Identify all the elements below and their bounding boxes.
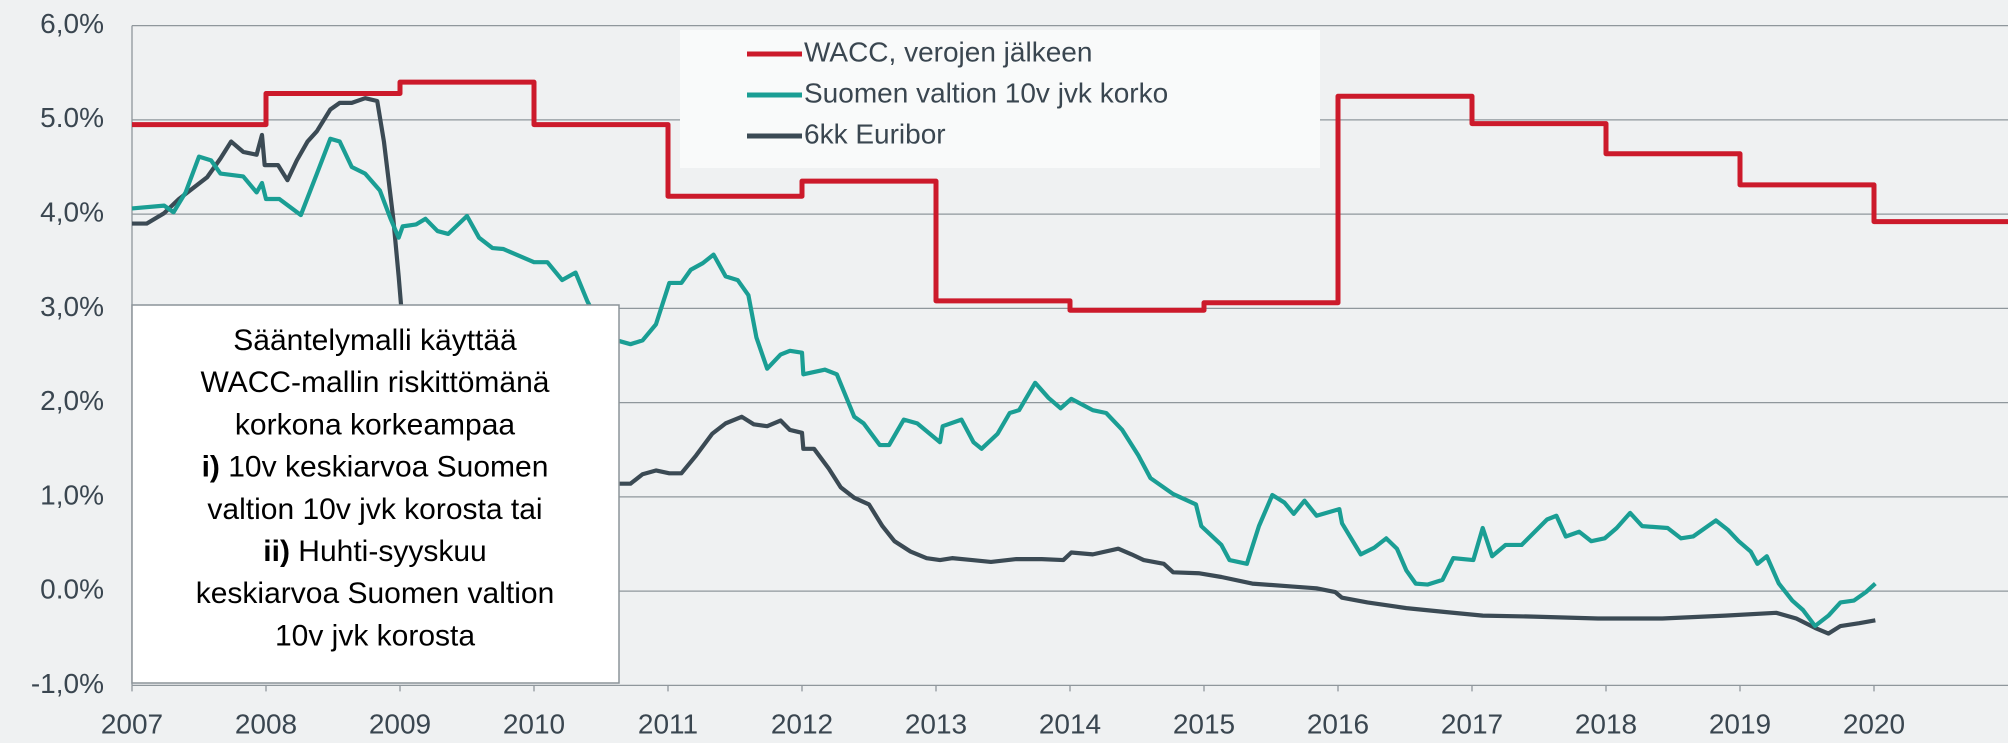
x-tick-label: 2017 [1441, 708, 1503, 739]
legend-label: Suomen valtion 10v jvk korko [804, 77, 1168, 108]
annotation-line: valtion 10v jvk korosta tai [207, 493, 542, 526]
annotation-text: i) [202, 451, 220, 484]
annotation-text: valtion 10v jvk korosta tai [207, 493, 542, 526]
annotation-text: ii) [263, 535, 290, 568]
lines [131, 79, 2008, 636]
x-tick-label: 2010 [503, 708, 565, 739]
legend: WACC, verojen jälkeen Suomen valtion 10v … [747, 36, 1168, 149]
y-tick-label: 1,0% [40, 479, 104, 510]
y-tick-label: 0.0% [40, 574, 104, 605]
legend-label: 6kk Euribor [804, 118, 946, 149]
annotation-line: WACC-mallin riskittömänä [201, 366, 550, 399]
x-tick-label: 2009 [369, 708, 431, 739]
x-tick-label: 2019 [1709, 708, 1771, 739]
series-line [131, 136, 1877, 629]
y-tick-label: 2,0% [40, 385, 104, 416]
x-tick-label: 2008 [235, 708, 297, 739]
y-tick-label: -1,0% [31, 668, 104, 699]
x-tick-label: 2011 [638, 708, 698, 739]
annotation-box [131, 304, 620, 684]
annotation-text: Sääntelymalli käyttää [233, 324, 517, 357]
annotation-text: keskiarvoa Suomen valtion [196, 577, 555, 610]
annotation-text: 10v jvk korosta [275, 619, 475, 652]
annotation-line: ii) Huhti-syyskuu [263, 535, 486, 568]
x-tick-label: 2015 [1173, 708, 1235, 739]
x-tick-label: 2012 [771, 708, 833, 739]
annotation: Sääntelymalli käyttää WACC-mallin riskitt… [196, 324, 555, 652]
annotation-text: WACC-mallin riskittömänä [201, 366, 550, 399]
annotation-text: korkona korkeampaa [235, 408, 515, 441]
y-tick-label: 5.0% [40, 102, 104, 133]
annotation-text: Huhti-syyskuu [290, 535, 487, 568]
x-tick-label: 2016 [1307, 708, 1369, 739]
x-tick-label: 2007 [101, 708, 163, 739]
annotation-line: korkona korkeampaa [235, 408, 515, 441]
annotation-line: 10v jvk korosta [275, 619, 475, 652]
legend-label: WACC, verojen jälkeen [804, 36, 1092, 67]
annotation-line: Sääntelymalli käyttää [233, 324, 517, 357]
ticks: -1,0% 0.0% 1,0% 2,0% 3,0% 4,0% 5.0% 6,0% 2007 200… [31, 8, 1905, 739]
y-tick-label: 3,0% [40, 291, 104, 322]
annotation-line: keskiarvoa Suomen valtion [196, 577, 555, 610]
x-tick-label: 2018 [1575, 708, 1637, 739]
series-line [132, 79, 2008, 313]
x-tick-label: 2014 [1039, 708, 1101, 739]
y-tick-label: 6,0% [40, 8, 104, 39]
y-tick-label: 4,0% [40, 197, 104, 228]
series-line [132, 96, 1876, 636]
x-tick-label: 2013 [905, 708, 967, 739]
annotation-line: i) 10v keskiarvoa Suomen [202, 451, 549, 484]
x-tick-label: 2020 [1843, 708, 1905, 739]
annotation-text: 10v keskiarvoa Suomen [220, 451, 549, 484]
